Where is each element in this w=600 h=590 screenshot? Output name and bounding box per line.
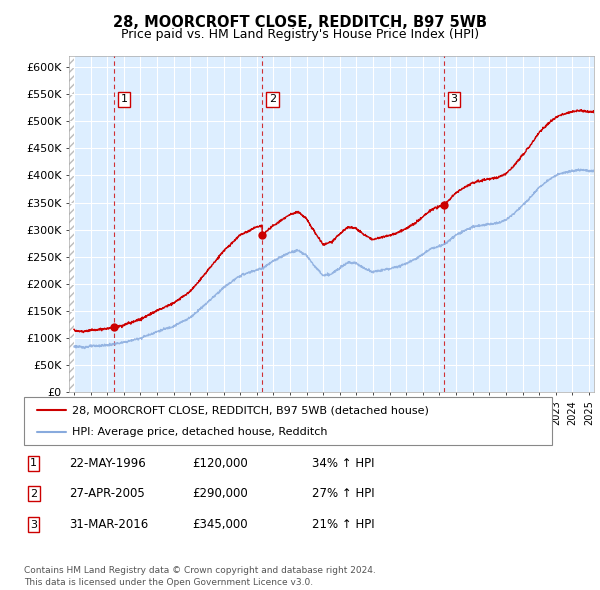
Text: 2: 2 [30, 489, 37, 499]
Text: 31-MAR-2016: 31-MAR-2016 [69, 518, 148, 531]
Text: 22-MAY-1996: 22-MAY-1996 [69, 457, 146, 470]
Text: £120,000: £120,000 [192, 457, 248, 470]
Bar [69, 56, 74, 392]
Text: 3: 3 [450, 94, 457, 104]
Text: £345,000: £345,000 [192, 518, 248, 531]
Text: 2: 2 [269, 94, 276, 104]
Text: 28, MOORCROFT CLOSE, REDDITCH, B97 5WB: 28, MOORCROFT CLOSE, REDDITCH, B97 5WB [113, 15, 487, 30]
FancyBboxPatch shape [24, 397, 552, 445]
Text: 1: 1 [30, 458, 37, 468]
Text: Price paid vs. HM Land Registry's House Price Index (HPI): Price paid vs. HM Land Registry's House … [121, 28, 479, 41]
Text: 34% ↑ HPI: 34% ↑ HPI [312, 457, 374, 470]
Text: 27-APR-2005: 27-APR-2005 [69, 487, 145, 500]
Text: 21% ↑ HPI: 21% ↑ HPI [312, 518, 374, 531]
Text: 27% ↑ HPI: 27% ↑ HPI [312, 487, 374, 500]
Text: HPI: Average price, detached house, Redditch: HPI: Average price, detached house, Redd… [71, 427, 327, 437]
Text: £290,000: £290,000 [192, 487, 248, 500]
Text: Contains HM Land Registry data © Crown copyright and database right 2024.
This d: Contains HM Land Registry data © Crown c… [24, 566, 376, 587]
Text: 28, MOORCROFT CLOSE, REDDITCH, B97 5WB (detached house): 28, MOORCROFT CLOSE, REDDITCH, B97 5WB (… [71, 405, 428, 415]
Text: 3: 3 [30, 520, 37, 529]
Text: 1: 1 [121, 94, 127, 104]
